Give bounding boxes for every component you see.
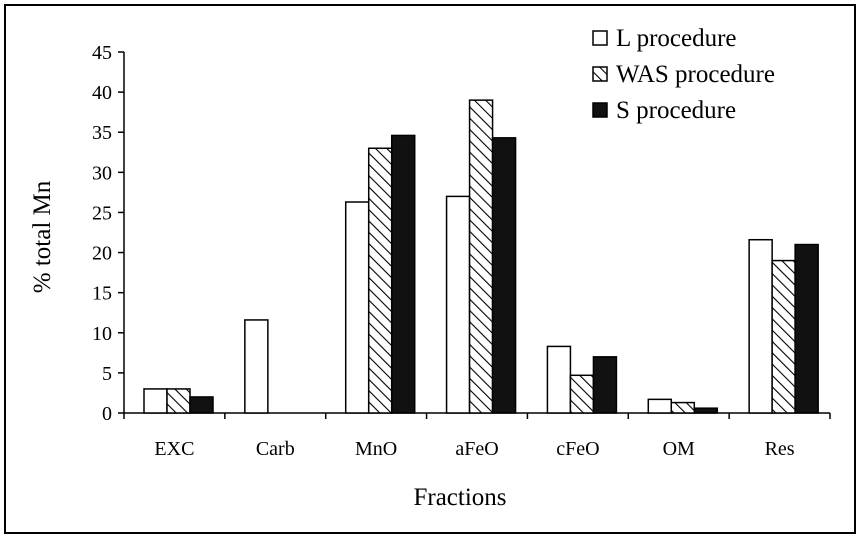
bar-s-procedure-cfeo	[592, 356, 618, 414]
legend-label-s-procedure: S procedure	[616, 97, 736, 124]
legend-label-l-procedure: L procedure	[616, 25, 737, 52]
bar-l-procedure-cfeo	[546, 345, 572, 414]
bar-s-procedure-res	[794, 243, 819, 414]
y-axis-title: % total Mn	[29, 180, 56, 293]
bar-l-procedure-om	[647, 398, 673, 414]
chart-frame	[4, 4, 856, 534]
y-tick-label: 40	[92, 82, 112, 104]
bars	[143, 99, 819, 414]
bar-l-procedure-carb	[244, 319, 269, 414]
y-tick-label: 15	[92, 283, 112, 305]
x-tick-label: EXC	[154, 438, 194, 460]
bar-s-procedure-om	[693, 407, 719, 414]
x-tick-label: OM	[663, 438, 695, 460]
legend-label-was-procedure: WAS procedure	[616, 61, 775, 88]
tick-labels: 0 5 10 15 20 25 30 35 40 45 EXC Carb MnO aFeO cFeO OM Re…	[92, 42, 795, 460]
bar-was-procedure-om	[670, 401, 696, 414]
legend-swatch-s-procedure	[592, 102, 608, 118]
bar-l-procedure-exc	[143, 388, 168, 414]
legend: L procedure WAS procedure S procedure	[592, 25, 775, 124]
bar-s-procedure-afeo	[491, 137, 517, 414]
y-tick-label: 30	[92, 162, 112, 184]
bar-l-procedure-afeo	[445, 195, 471, 414]
y-tick-label: 35	[92, 122, 112, 144]
legend-swatch-l-procedure	[592, 30, 608, 46]
y-tick-label: 10	[92, 323, 112, 345]
x-axis-title: Fractions	[413, 484, 506, 511]
bar-s-procedure-mno	[390, 134, 416, 414]
y-tick-label: 0	[102, 403, 112, 425]
bar-s-procedure-exc	[189, 396, 214, 414]
y-tick-label: 5	[102, 363, 112, 385]
bar-was-procedure-mno	[367, 147, 393, 414]
bar-was-procedure-exc	[166, 388, 191, 414]
bar-was-procedure-res	[771, 259, 796, 414]
bar-was-procedure-afeo	[468, 99, 494, 414]
x-tick-label: MnO	[355, 438, 397, 460]
bar-was-procedure-cfeo	[569, 374, 595, 414]
y-tick-label: 25	[92, 202, 112, 224]
y-tick-label: 20	[92, 243, 112, 265]
x-tick-label: Carb	[256, 438, 295, 460]
x-tick-label: aFeO	[455, 438, 498, 460]
legend-swatch-was-procedure	[592, 66, 608, 82]
x-tick-label: Res	[765, 438, 795, 460]
bar-l-procedure-mno	[344, 201, 370, 414]
bar-l-procedure-res	[748, 238, 773, 414]
x-tick-label: cFeO	[556, 438, 599, 460]
y-tick-label: 45	[92, 42, 112, 64]
